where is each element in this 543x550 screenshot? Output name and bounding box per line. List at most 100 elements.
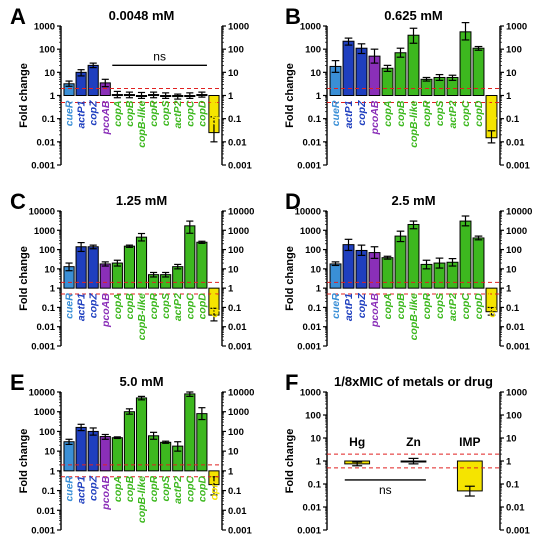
panel-a-ns-label: ns [153, 49, 166, 63]
panel-d-bar-actP1 [342, 244, 355, 289]
panel-b-category-pcoAB: pcoAB [369, 100, 381, 135]
panel-c-category-copB-like: copB-like [136, 293, 148, 340]
panel-c-tick-label-right: 1000 [228, 226, 249, 237]
panel-c-bar-pcoAB [99, 263, 111, 289]
panel-b-tick-label-left: 0.01 [303, 137, 322, 148]
panel-a-category-pcoAB: pcoAB [100, 100, 112, 135]
panel-e-tick-label-left: 100 [39, 427, 55, 438]
panel-a-tick-label-left: 0.01 [37, 137, 56, 148]
panel-a-category-copD: copD [196, 100, 208, 127]
panel-a-category-copB: copB [124, 100, 136, 127]
panel-a-category-actP1: actP1 [76, 100, 88, 128]
panel-e-tick-label-right: 0.1 [228, 486, 242, 497]
panel-c-title: 1.25 mM [116, 193, 167, 208]
panel-d-tick-label-right: 10000 [506, 207, 532, 218]
panel-c-tick-label-left: 0.01 [37, 322, 56, 333]
panel-c-category-copS: copS [160, 293, 172, 319]
panel-c-category-copZ: copZ [88, 293, 100, 319]
panel-e-tick-label-right: 0.001 [228, 526, 252, 537]
panel-b-category-oprC: oprC [486, 100, 498, 125]
panel-d-bar-copC [459, 220, 472, 289]
panel-d-bar-copB-like [407, 223, 420, 289]
panel-b-category-actP1: actP1 [343, 100, 355, 128]
panel-e-tick-label-left: 1 [50, 466, 56, 477]
panel-a-tick-label-left: 0.1 [42, 114, 56, 125]
panel-d-category-copZ: copZ [356, 293, 368, 319]
panel-c-category-pcoAB: pcoAB [100, 293, 112, 328]
panel-d-category-pcoAB: pcoAB [369, 293, 381, 328]
panel-f-category-Hg: Hg [349, 435, 365, 449]
panel-c-tick-label-right: 100 [228, 245, 244, 256]
panel-c-category-copC: copC [184, 293, 196, 320]
panel-c-category-actP1: actP1 [76, 293, 88, 321]
panel-f-letter: F [285, 370, 298, 395]
panel-b-category-copS: copS [434, 101, 446, 127]
panel-e-category-actP2: actP2 [172, 476, 184, 504]
panel-e-bar-pcoAB [99, 436, 111, 472]
panel-e-category-actP1: actP1 [76, 476, 88, 504]
panel-b-tick-label-right: 0.1 [506, 114, 520, 125]
panel-d-category-copB: copB [395, 293, 407, 320]
panel-c-category-cueR: cueR [64, 293, 76, 319]
panel-c-category-copB: copB [124, 293, 136, 320]
panel-d-tick-label-right: 100 [506, 245, 522, 256]
panel-f-tick-label-right: 0.01 [506, 503, 525, 514]
panel-d-tick-label-right: 10 [506, 264, 517, 275]
panel-c-bar-copA [111, 262, 123, 289]
panel-d-category-actP1: actP1 [343, 293, 355, 321]
panel-e-category-copR: copR [148, 475, 160, 502]
panel-f-category-Zn: Zn [406, 435, 421, 449]
panel-a-tick-label-right: 0.01 [228, 137, 247, 148]
panel-d-category-copS: copS [434, 293, 446, 319]
panel-b-bar-copR [420, 78, 433, 97]
panel-a-tick-label-right: 0.001 [228, 161, 252, 172]
panel-c-tick-label-right: 0.001 [228, 342, 252, 353]
panel-b-tick-label-right: 1 [506, 91, 512, 102]
panel-c-letter: C [10, 189, 26, 214]
panel-c-tick-label-right: 1 [228, 284, 234, 295]
panel-a-tick-label-right: 10 [228, 68, 239, 79]
panel-d-tick-label-right: 0.1 [506, 303, 520, 314]
panel-b-tick-label-right: 1000 [506, 22, 527, 33]
panel-b-tick-label-left: 10 [310, 68, 321, 79]
panel-d-tick-label-left: 1000 [300, 226, 321, 237]
panel-d-bar-cueR [329, 263, 342, 289]
panel-f-tick-label-right: 0.1 [506, 480, 520, 491]
panel-c-tick-label-right: 10 [228, 264, 239, 275]
panel-b-bar-copB [394, 52, 407, 96]
panel-d-tick-label-right: 1000 [506, 226, 527, 237]
panel-e-title: 5.0 mM [119, 374, 163, 389]
panel-d-category-copC: copC [460, 293, 472, 320]
panel-d-bar-copA [381, 257, 394, 289]
panel-a-category-copS: copS [160, 101, 172, 127]
panel-b-bar-actP1 [342, 40, 355, 96]
panel-e-tick-label-right: 10 [228, 447, 239, 458]
panel-d-tick-label-right: 0.001 [506, 342, 530, 353]
panel-f-tick-label-left: 1000 [300, 388, 321, 399]
panel-b-letter: B [285, 4, 301, 29]
panel-a-category-copB-like: copB-like [136, 100, 148, 147]
panel-c-tick-label-left: 0.1 [42, 303, 56, 314]
panel-a-tick-label-left: 10 [44, 68, 55, 79]
panel-e-tick-label-right: 1 [228, 466, 234, 477]
panel-d-title: 2.5 mM [391, 193, 435, 208]
panel-c-bar-copB-like [135, 236, 148, 289]
panel-c-tick-label-right: 10000 [228, 207, 254, 218]
panel-b-tick-label-left: 1000 [300, 22, 321, 33]
panel-b-category-copR: copR [421, 100, 433, 127]
panel-c-tick-label-left: 0.001 [31, 342, 55, 353]
panel-e-category-copD: copD [196, 475, 208, 502]
panel-a-tick-label-left: 100 [39, 45, 55, 56]
panel-d-category-copD: copD [473, 293, 485, 320]
panel-f-category-IMP: IMP [459, 435, 480, 449]
panel-b-category-copC: copC [460, 100, 472, 127]
panel-e-bar-actP1 [75, 426, 87, 472]
panel-a-tick-label-left: 1 [50, 91, 56, 102]
panel-e-bar-copB [123, 411, 135, 472]
panel-b-tick-label-right: 100 [506, 45, 522, 56]
panel-a-tick-label-left: 0.001 [31, 161, 55, 172]
panel-a-tick-label-right: 1 [228, 91, 234, 102]
panel-e-tick-label-left: 10 [44, 447, 55, 458]
panel-b-tick-label-right: 0.001 [506, 161, 530, 172]
panel-e-ylabel: Fold change [18, 429, 30, 494]
